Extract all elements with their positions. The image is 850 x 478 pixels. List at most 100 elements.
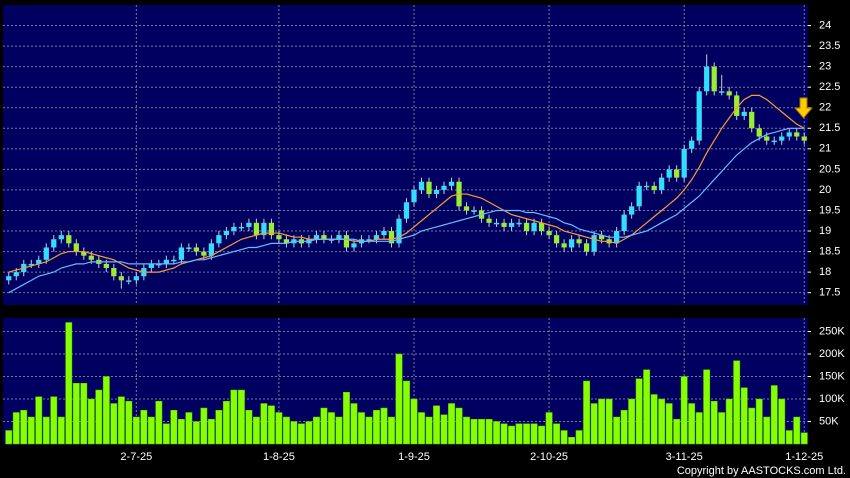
y-tick-label: 21.5 — [819, 122, 840, 134]
candle-body — [366, 239, 372, 241]
volume-bar — [365, 416, 373, 445]
y-tick-label: 18.5 — [819, 245, 840, 257]
x-tick-label: 1-9-25 — [398, 451, 430, 463]
candle-body — [343, 235, 350, 248]
volume-bar — [388, 416, 395, 445]
volume-bar — [478, 419, 485, 445]
candle-body — [704, 66, 710, 92]
candle-body — [411, 189, 417, 203]
y-tick-label: 17.5 — [819, 287, 840, 299]
y-tick-label: 250K — [819, 325, 845, 337]
candle-body — [741, 111, 747, 116]
y-tick-label: 100K — [819, 393, 845, 405]
candle-body — [674, 169, 680, 178]
candle-body — [133, 276, 139, 281]
volume-bar — [140, 410, 148, 445]
y-tick-label: 19 — [819, 225, 831, 237]
candle-body — [6, 276, 12, 281]
candle-body — [711, 66, 717, 92]
volume-bar — [192, 421, 200, 445]
candle-body — [719, 91, 725, 93]
candle-body — [58, 235, 64, 240]
volume-bar — [20, 410, 28, 445]
candle-body — [163, 259, 169, 264]
moving-average-line — [8, 94, 805, 273]
y-tick-label: 22.5 — [819, 81, 840, 93]
candle-body — [388, 231, 395, 244]
candle-body — [276, 235, 282, 240]
candle-body — [246, 222, 252, 227]
candle-body — [523, 222, 530, 232]
volume-bar — [65, 322, 73, 445]
candle-body — [553, 235, 560, 244]
y-tick-label: 22 — [819, 102, 831, 114]
volume-bar — [425, 416, 433, 445]
candle-body — [238, 226, 245, 229]
volume-bar — [410, 398, 418, 445]
volume-bar — [245, 410, 253, 445]
volume-bar — [418, 412, 425, 445]
y-tick-label: 20 — [819, 184, 831, 196]
candle-body — [441, 185, 447, 190]
volume-bar — [50, 396, 58, 445]
volume-bar — [320, 407, 328, 445]
volume-bar — [403, 380, 410, 445]
volume-bar — [755, 398, 763, 445]
volume-bar — [27, 416, 35, 445]
volume-bar — [733, 360, 741, 445]
volume-bar — [575, 430, 583, 445]
x-tick-label: 3-11-25 — [666, 451, 703, 463]
candle-body — [501, 222, 507, 227]
volume-bar — [290, 421, 298, 445]
volume-bar — [185, 412, 193, 445]
volume-bar — [508, 425, 515, 445]
moving-average-line — [8, 127, 805, 294]
y-tick-label: 20.5 — [819, 163, 840, 175]
candle-body — [66, 235, 72, 244]
volume-bar — [170, 410, 178, 445]
volume-bar — [785, 430, 793, 445]
volume-bar — [102, 376, 110, 445]
candle-body — [598, 235, 605, 240]
candle-body — [216, 235, 222, 244]
volume-bar — [305, 421, 313, 445]
volume-bar — [162, 423, 170, 445]
candle-body — [118, 276, 124, 281]
candle-body — [231, 226, 237, 232]
candle-body — [794, 132, 800, 137]
candle-body — [779, 136, 785, 141]
volume-bar — [125, 401, 133, 445]
candle-body — [764, 136, 770, 141]
candle-body — [531, 222, 537, 232]
volume-bar — [358, 412, 365, 445]
x-tick-label: 2-10-25 — [530, 451, 568, 463]
volume-bar — [132, 416, 140, 445]
x-tick-label: 1-8-25 — [263, 451, 295, 463]
volume-bar — [177, 419, 185, 445]
volume-bar — [395, 353, 403, 445]
volume-bar — [12, 412, 20, 445]
candle-body — [771, 140, 777, 143]
candle-body — [81, 251, 87, 256]
volume-bar — [298, 423, 305, 445]
candle-body — [561, 243, 567, 248]
candle-body — [644, 185, 650, 188]
volume-bar — [207, 419, 215, 445]
candle-body — [373, 235, 380, 240]
volume-bar — [380, 407, 388, 445]
candle-body — [516, 222, 522, 225]
candle-body — [583, 243, 590, 252]
y-tick-label: 200K — [819, 348, 845, 360]
volume-bar — [538, 425, 545, 445]
volume-bar — [770, 385, 778, 445]
volume-bar — [650, 394, 658, 445]
candle-body — [786, 132, 792, 137]
volume-bar — [763, 416, 771, 445]
volume-bar — [710, 401, 718, 445]
volume-bar — [605, 398, 613, 445]
volume-bar — [740, 387, 748, 445]
candle-body — [756, 128, 762, 137]
volume-bar — [433, 405, 440, 445]
